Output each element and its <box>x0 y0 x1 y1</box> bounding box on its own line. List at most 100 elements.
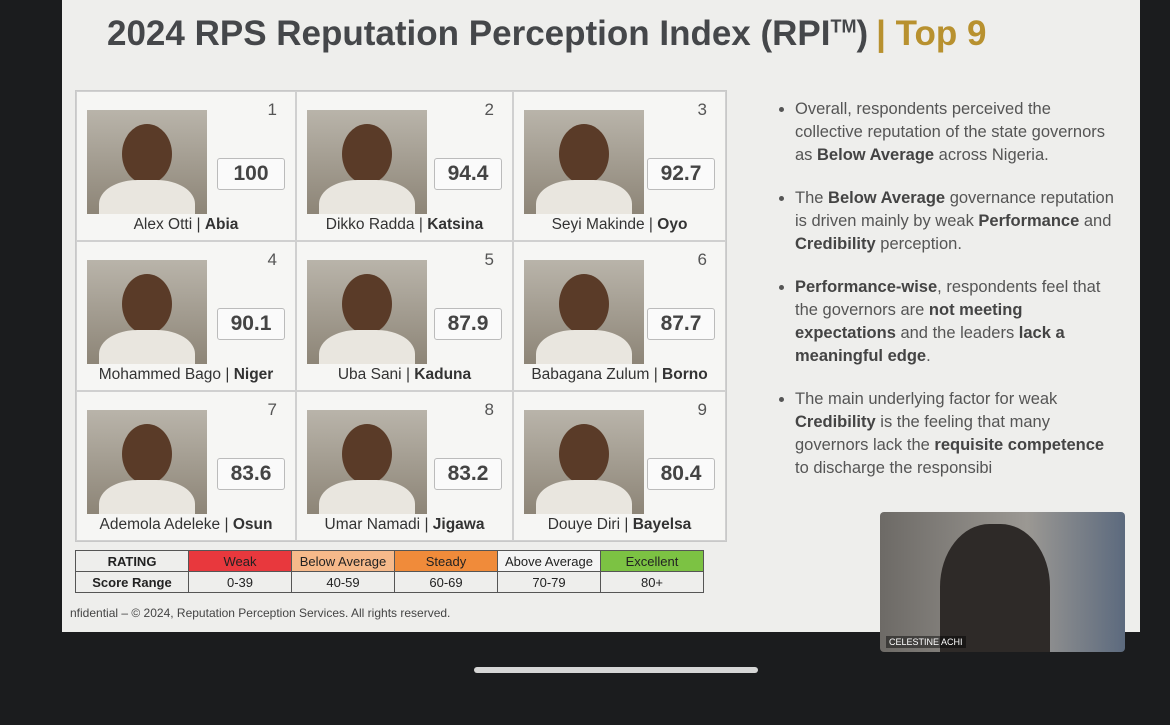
name-label: Umar Namadi | Jigawa <box>297 516 512 534</box>
score: 80.4 <box>647 458 715 490</box>
state: Abia <box>204 216 239 233</box>
video-tile[interactable]: CELESTINE ACHI <box>880 512 1125 652</box>
home-indicator <box>474 667 758 673</box>
name-label: Douye Diri | Bayelsa <box>514 516 725 534</box>
name: Uba Sani <box>337 366 402 383</box>
photo <box>307 110 427 214</box>
state: Niger <box>233 366 274 383</box>
separator: | <box>648 216 653 233</box>
card: 4 90.1 Mohammed Bago | Niger <box>76 241 296 391</box>
photo-head <box>342 274 392 334</box>
card: 9 80.4 Douye Diri | Bayelsa <box>513 391 726 541</box>
separator: | <box>424 516 429 533</box>
title-close: ) <box>856 14 869 53</box>
rating-row: RATING Weak Below Average Steady Above Avera… <box>75 550 704 572</box>
rank: 6 <box>697 250 707 269</box>
separator: | <box>418 216 423 233</box>
rank: 3 <box>697 100 707 119</box>
score: 87.7 <box>647 308 715 340</box>
score: 83.2 <box>434 458 502 490</box>
state: Kaduna <box>414 366 472 383</box>
title-text: 2024 RPS Reputation Perception Index (RP… <box>107 14 831 53</box>
photo-head <box>559 274 609 334</box>
ranking-grid: 1 100 Alex Otti | Abia 2 94.4 Dikko Radda | K… <box>75 90 727 542</box>
score-range: 80+ <box>600 571 704 593</box>
participant <box>940 524 1050 652</box>
photo-body <box>99 330 195 364</box>
score: 83.6 <box>217 458 285 490</box>
state: Oyo <box>657 216 688 233</box>
bullet-run: , respondents feel that the governors ar… <box>795 278 1101 319</box>
bullet: The Below Average governance reputation … <box>795 187 1115 256</box>
range-row: Score Range 0-39 40-59 60-69 70-79 80+ <box>75 571 704 593</box>
rank: 2 <box>484 100 494 119</box>
bullet-run: Below Average <box>817 146 935 164</box>
score-range: 40-59 <box>291 571 395 593</box>
separator: | <box>225 366 230 383</box>
state: Jigawa <box>432 516 485 533</box>
name: Umar Namadi <box>324 516 421 533</box>
rating-level: Weak <box>188 550 292 572</box>
score: 94.4 <box>434 158 502 190</box>
state: Bayelsa <box>632 516 692 533</box>
name-label: Seyi Makinde | Oyo <box>514 216 725 234</box>
bullet-run: Performance-wise <box>795 278 938 296</box>
bullet-run: The <box>795 189 829 207</box>
score: 92.7 <box>647 158 715 190</box>
separator: | <box>653 366 658 383</box>
card: 7 83.6 Ademola Adeleke | Osun <box>76 391 296 541</box>
photo-head <box>122 424 172 484</box>
photo <box>524 110 644 214</box>
name-label: Babagana Zulum | Borno <box>514 366 725 384</box>
state: Borno <box>662 366 708 383</box>
score: 87.9 <box>434 308 502 340</box>
photo-body <box>319 180 415 214</box>
bullet-run: Credibility <box>795 235 876 253</box>
bullet-run: governance reputation is driven mainly b… <box>795 189 1114 230</box>
photo-head <box>342 124 392 184</box>
bullet-run: perception. <box>875 235 962 253</box>
bullet-run: Below Average <box>828 189 946 207</box>
score: 100 <box>217 158 285 190</box>
name: Seyi Makinde <box>551 216 645 233</box>
bullet: The main underlying factor for weak Cred… <box>795 388 1115 480</box>
name-label: Mohammed Bago | Niger <box>77 366 295 384</box>
rank: 8 <box>484 400 494 419</box>
name: Babagana Zulum <box>531 366 650 383</box>
rank: 1 <box>267 100 277 119</box>
bullet-run: and the leaders <box>895 324 1019 342</box>
participant-name: CELESTINE ACHI <box>886 636 966 648</box>
card: 3 92.7 Seyi Makinde | Oyo <box>513 91 726 241</box>
name-label: Alex Otti | Abia <box>77 216 295 234</box>
score-range: 70-79 <box>497 571 601 593</box>
bullet-run: to discharge the responsibi <box>795 459 993 477</box>
photo-head <box>122 124 172 184</box>
title-tag: | Top 9 <box>876 14 987 53</box>
name: Mohammed Bago <box>98 366 222 383</box>
rating-level: Excellent <box>600 550 704 572</box>
photo <box>524 260 644 364</box>
score-range: 0-39 <box>188 571 292 593</box>
separator: | <box>196 216 201 233</box>
score-range: 60-69 <box>394 571 498 593</box>
name: Alex Otti <box>133 216 193 233</box>
bullet-run: is the feeling that many governors lack … <box>795 413 1050 454</box>
rank: 4 <box>267 250 277 269</box>
footer: nfidential – © 2024, Reputation Percepti… <box>70 606 451 620</box>
bullet-run: Performance <box>978 212 1080 230</box>
rating-table: RATING Weak Below Average Steady Above Avera… <box>75 550 704 593</box>
slide-title: 2024 RPS Reputation Perception Index (RP… <box>107 14 986 54</box>
name: Douye Diri <box>547 516 621 533</box>
card: 1 100 Alex Otti | Abia <box>76 91 296 241</box>
rank: 5 <box>484 250 494 269</box>
name: Ademola Adeleke <box>99 516 221 533</box>
photo <box>307 260 427 364</box>
state: Katsina <box>427 216 484 233</box>
photo-body <box>536 180 632 214</box>
photo-body <box>319 330 415 364</box>
row-header: RATING <box>75 550 189 572</box>
photo-body <box>99 180 195 214</box>
rank: 7 <box>267 400 277 419</box>
card: 2 94.4 Dikko Radda | Katsina <box>296 91 513 241</box>
